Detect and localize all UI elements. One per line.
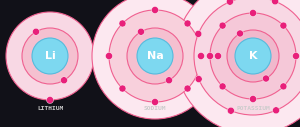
Circle shape [226,0,233,5]
Circle shape [195,76,202,83]
Circle shape [197,52,205,60]
Text: Li: Li [45,51,56,61]
Circle shape [227,107,234,114]
Circle shape [184,20,191,27]
Circle shape [272,0,279,5]
Circle shape [236,30,244,37]
Circle shape [250,96,256,102]
Circle shape [127,28,183,84]
Circle shape [210,13,296,99]
Circle shape [137,28,145,35]
Circle shape [194,0,300,115]
Circle shape [152,99,158,106]
Text: SODIUM: SODIUM [144,106,166,110]
Circle shape [280,83,287,90]
Circle shape [61,77,68,84]
Circle shape [109,10,201,102]
Circle shape [184,85,191,92]
Circle shape [273,107,280,114]
Circle shape [206,52,214,60]
Circle shape [22,28,78,84]
Circle shape [219,83,226,90]
Circle shape [92,0,218,119]
Circle shape [166,77,172,84]
Text: Na: Na [147,51,164,61]
Circle shape [195,30,202,37]
Text: POTASSIUM: POTASSIUM [236,106,270,110]
Circle shape [32,28,40,35]
Circle shape [219,22,226,29]
Text: LITHIUM: LITHIUM [37,106,63,110]
Circle shape [175,0,300,127]
Circle shape [6,12,94,100]
Circle shape [152,6,158,13]
Circle shape [262,75,269,82]
Circle shape [227,30,279,82]
Circle shape [106,52,112,60]
Circle shape [119,85,126,92]
Text: K: K [249,51,257,61]
Circle shape [214,52,221,60]
Circle shape [137,38,173,74]
Circle shape [292,52,299,60]
Circle shape [46,97,53,104]
Circle shape [32,38,68,74]
Circle shape [119,20,126,27]
Circle shape [235,38,271,74]
Circle shape [280,22,287,29]
Circle shape [250,10,256,17]
